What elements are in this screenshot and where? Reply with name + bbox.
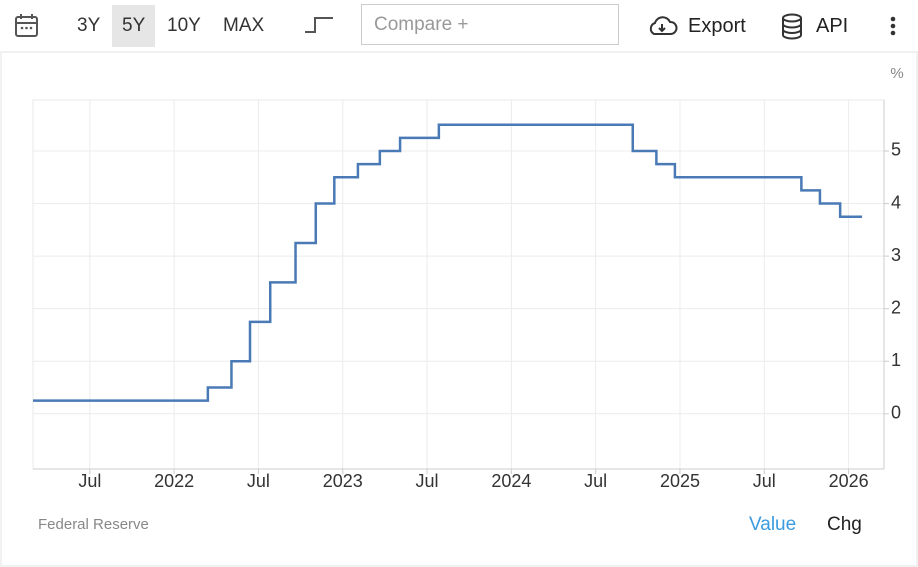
api-icon[interactable]: [780, 13, 804, 41]
export-icon[interactable]: [646, 14, 678, 38]
x-tick-label: 2022: [154, 471, 194, 491]
x-tick-label: 2025: [660, 471, 700, 491]
y-tick-label: 2: [891, 297, 901, 317]
source: Federal Reserve: [38, 516, 149, 533]
menu-icon[interactable]: [886, 14, 900, 40]
export-button[interactable]: Export: [688, 15, 746, 37]
x-tick-label: 2023: [323, 471, 363, 491]
x-tick-label: Jul: [753, 471, 776, 491]
view-tab[interactable]: Value: [749, 514, 797, 535]
chart-frame: [0, 51, 918, 567]
range-button[interactable]: 5Y: [112, 5, 156, 47]
y-tick-label: 0: [891, 403, 901, 423]
data-line: [33, 123, 863, 402]
x-tick-label: Jul: [247, 471, 270, 491]
range-button[interactable]: 3Y: [77, 15, 101, 36]
view-tab[interactable]: Chg: [827, 514, 862, 535]
y-tick-label: 4: [891, 192, 901, 212]
x-tick-label: 2026: [829, 471, 869, 491]
toolbar: 3Y 5Y 10Y MAX Compare + Export API: [0, 0, 918, 52]
x-tick-label: Jul: [416, 471, 439, 491]
calendar-icon[interactable]: [14, 13, 40, 39]
compare-input[interactable]: Compare +: [361, 4, 619, 45]
x-tick-label: 2024: [491, 471, 531, 491]
x-tick-label: Jul: [584, 471, 607, 491]
range-button[interactable]: 10Y: [167, 15, 201, 36]
x-tick-label: Jul: [78, 471, 101, 491]
range-button[interactable]: MAX: [223, 15, 265, 36]
api-button[interactable]: API: [816, 15, 849, 37]
y-tick-label: 5: [891, 140, 901, 160]
chart-type-icon[interactable]: [303, 13, 335, 37]
y-tick-label: 1: [891, 350, 901, 370]
y-unit: %: [890, 65, 903, 82]
y-tick-label: 3: [891, 245, 901, 265]
